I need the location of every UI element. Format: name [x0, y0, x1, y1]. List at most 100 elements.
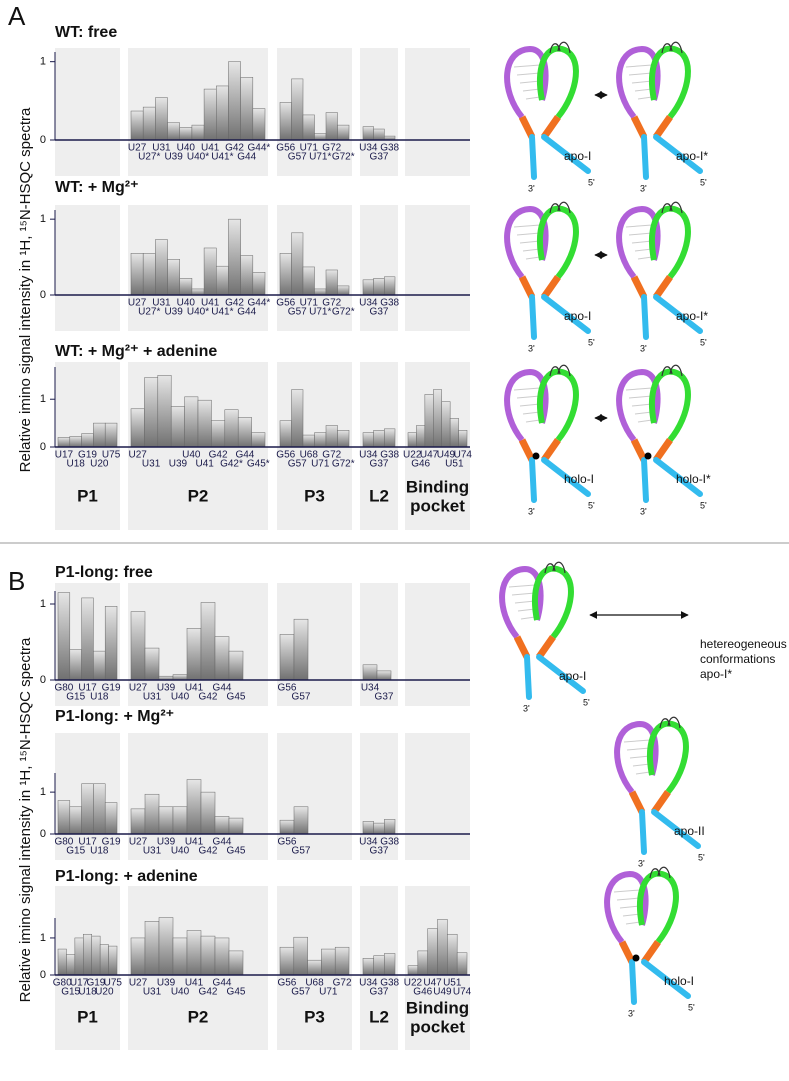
base-pair	[625, 921, 641, 925]
five-prime: 5'	[588, 500, 595, 510]
x-tick-label: U39	[164, 152, 183, 163]
five-prime: 5'	[588, 337, 595, 347]
strand-p2	[616, 45, 661, 119]
region-background	[405, 205, 470, 331]
x-tick-label: U20	[90, 459, 109, 470]
bar	[191, 288, 205, 296]
bar	[417, 950, 428, 976]
bar	[362, 126, 374, 141]
x-tick-label: G57	[291, 987, 310, 998]
base-pair	[525, 96, 541, 100]
strand-l2	[661, 201, 683, 214]
region-label: Binding	[406, 998, 469, 1017]
bar	[200, 791, 216, 835]
state-label: holo-I*	[676, 472, 711, 486]
strand-p3	[649, 45, 691, 119]
ligand	[532, 452, 540, 460]
x-tick-label: U71	[319, 987, 338, 998]
bar	[228, 61, 241, 141]
bar	[325, 269, 338, 296]
bar	[144, 377, 159, 448]
bar	[384, 276, 396, 296]
base-pair	[516, 72, 541, 76]
x-tick-label: G56	[276, 143, 295, 154]
x-tick-label: G19	[102, 837, 121, 848]
base-pair	[628, 232, 653, 236]
base-pair	[635, 771, 651, 775]
bar	[172, 806, 188, 835]
strand-p2	[499, 565, 544, 639]
bar	[279, 420, 292, 448]
x-tick-label: G15	[61, 987, 80, 998]
x-tick-label: G42	[225, 298, 244, 309]
three-prime: 3'	[528, 343, 535, 353]
bar	[186, 779, 202, 835]
strand-j	[518, 114, 561, 140]
bar	[211, 420, 226, 448]
bar	[69, 436, 82, 448]
x-tick-label: G80	[54, 837, 73, 848]
base-pair	[517, 608, 536, 612]
base-pair	[622, 913, 641, 917]
x-tick-label: G44	[235, 450, 254, 461]
bar	[200, 602, 216, 681]
region-label: P3	[304, 486, 325, 505]
bar	[57, 948, 67, 976]
bar	[69, 649, 82, 681]
x-tick-label: G38	[380, 450, 399, 461]
bar	[228, 218, 241, 296]
x-tick-label: G19	[102, 683, 121, 694]
bar	[314, 432, 327, 448]
region-label: P3	[304, 1007, 325, 1026]
x-tick-label: G42	[199, 846, 218, 857]
bar	[325, 112, 338, 141]
bar	[407, 432, 417, 448]
base-pair	[519, 80, 541, 84]
bar	[167, 122, 180, 141]
bar	[216, 265, 229, 296]
state-label: apo-I*	[676, 149, 708, 163]
bar	[179, 127, 193, 141]
x-tick-label: U34	[359, 143, 378, 154]
x-tick-label: U39	[157, 837, 176, 848]
region-background	[55, 48, 120, 176]
x-tick-label: U31	[142, 459, 161, 470]
bar	[203, 247, 217, 296]
base-pair	[519, 403, 541, 407]
bar	[184, 396, 199, 448]
bar	[83, 933, 92, 976]
base-pair	[625, 64, 653, 68]
bar	[252, 108, 266, 141]
x-tick-label: G56	[278, 683, 297, 694]
bar	[191, 124, 205, 141]
region-background	[405, 583, 470, 706]
x-tick-label: U27*	[138, 307, 160, 318]
bar	[337, 430, 350, 448]
bar	[130, 253, 144, 296]
chart-title: WT: + Mg²⁺ + adenine	[55, 343, 217, 360]
x-tick-label: U71	[300, 143, 319, 154]
region-background	[360, 48, 398, 176]
y-tick-label: 0	[40, 289, 46, 301]
state-label: apo-I	[559, 669, 586, 683]
x-tick-label: U49	[433, 987, 452, 998]
bar	[373, 955, 385, 976]
x-tick-label: U27	[128, 298, 147, 309]
ligand	[632, 954, 640, 962]
bar	[186, 628, 202, 681]
bar	[197, 399, 212, 448]
x-tick-label: U27	[128, 143, 147, 154]
x-tick-label: G56	[277, 978, 296, 989]
bar	[240, 77, 254, 141]
x-tick-label: G37	[370, 846, 389, 857]
bar	[93, 422, 106, 448]
bar	[384, 953, 396, 976]
three-prime: 3'	[528, 183, 535, 193]
bar	[362, 821, 374, 835]
base-pair	[632, 763, 651, 767]
x-tick-label: U41	[201, 143, 220, 154]
bar	[155, 97, 168, 141]
base-pair	[625, 224, 653, 228]
strand-l2	[659, 716, 681, 729]
bar	[251, 432, 266, 448]
